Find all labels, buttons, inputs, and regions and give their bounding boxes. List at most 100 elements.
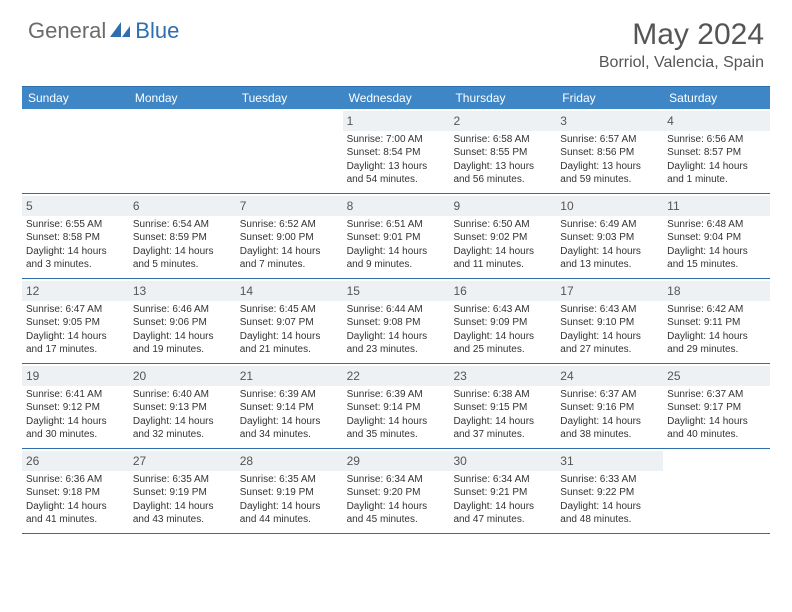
sunset-text: Sunset: 9:09 PM — [453, 316, 552, 330]
sunrise-text: Sunrise: 6:34 AM — [453, 473, 552, 487]
daylight2-text: and 13 minutes. — [560, 258, 659, 272]
sunset-text: Sunset: 8:59 PM — [133, 231, 232, 245]
calendar-cell-empty — [22, 109, 129, 193]
daylight2-text: and 48 minutes. — [560, 513, 659, 527]
sunset-text: Sunset: 9:07 PM — [240, 316, 339, 330]
day-number-bar: 21 — [236, 366, 343, 386]
day-number: 30 — [453, 454, 466, 468]
calendar-week-row: 26Sunrise: 6:36 AMSunset: 9:18 PMDayligh… — [22, 449, 770, 534]
daylight2-text: and 37 minutes. — [453, 428, 552, 442]
daylight1-text: Daylight: 14 hours — [133, 330, 232, 344]
day-number-bar: 23 — [449, 366, 556, 386]
sunset-text: Sunset: 9:18 PM — [26, 486, 125, 500]
day-number: 9 — [453, 199, 460, 213]
sunrise-text: Sunrise: 6:37 AM — [560, 388, 659, 402]
day-number-bar: 4 — [663, 111, 770, 131]
sunset-text: Sunset: 9:19 PM — [133, 486, 232, 500]
daylight2-text: and 43 minutes. — [133, 513, 232, 527]
daylight2-text: and 3 minutes. — [26, 258, 125, 272]
daylight2-text: and 1 minute. — [667, 173, 766, 187]
sunset-text: Sunset: 9:02 PM — [453, 231, 552, 245]
day-number-bar: 15 — [343, 281, 450, 301]
day-number: 1 — [347, 114, 354, 128]
daylight2-text: and 29 minutes. — [667, 343, 766, 357]
calendar-cell: 14 Sunrise: 6:45 AMSunset: 9:07 PMDayligh… — [236, 279, 343, 363]
daylight2-text: and 56 minutes. — [453, 173, 552, 187]
calendar-week-row: 5Sunrise: 6:55 AMSunset: 8:58 PMDaylight… — [22, 194, 770, 279]
day-number-bar: 18 — [663, 281, 770, 301]
sunrise-text: Sunrise: 6:45 AM — [240, 303, 339, 317]
sunset-text: Sunset: 9:20 PM — [347, 486, 446, 500]
calendar-grid: SundayMondayTuesdayWednesdayThursdayFrid… — [22, 86, 770, 534]
weekday-header: Sunday — [22, 87, 129, 109]
sunrise-text: Sunrise: 6:43 AM — [560, 303, 659, 317]
daylight2-text: and 11 minutes. — [453, 258, 552, 272]
sunrise-text: Sunrise: 6:39 AM — [240, 388, 339, 402]
daylight2-text: and 27 minutes. — [560, 343, 659, 357]
daylight1-text: Daylight: 14 hours — [347, 245, 446, 259]
daylight2-text: and 47 minutes. — [453, 513, 552, 527]
sunrise-text: Sunrise: 6:46 AM — [133, 303, 232, 317]
daylight1-text: Daylight: 14 hours — [26, 330, 125, 344]
day-number: 5 — [26, 199, 33, 213]
calendar-cell: 17Sunrise: 6:43 AMSunset: 9:10 PMDayligh… — [556, 279, 663, 363]
daylight2-text: and 59 minutes. — [560, 173, 659, 187]
daylight1-text: Daylight: 14 hours — [240, 245, 339, 259]
sunset-text: Sunset: 9:08 PM — [347, 316, 446, 330]
day-number-bar: 17 — [556, 281, 663, 301]
sunrise-text: Sunrise: 6:48 AM — [667, 218, 766, 232]
day-number: 21 — [240, 369, 253, 383]
day-number-bar: 1 — [343, 111, 450, 131]
daylight1-text: Daylight: 14 hours — [240, 330, 339, 344]
sunrise-text: Sunrise: 6:50 AM — [453, 218, 552, 232]
day-number-bar: 14 — [236, 281, 343, 301]
sunset-text: Sunset: 9:16 PM — [560, 401, 659, 415]
sunset-text: Sunset: 9:05 PM — [26, 316, 125, 330]
sunset-text: Sunset: 9:15 PM — [453, 401, 552, 415]
daylight1-text: Daylight: 14 hours — [560, 245, 659, 259]
day-number: 12 — [26, 284, 39, 298]
daylight1-text: Daylight: 14 hours — [667, 415, 766, 429]
calendar-cell: 20Sunrise: 6:40 AMSunset: 9:13 PMDayligh… — [129, 364, 236, 448]
calendar-cell: 27Sunrise: 6:35 AMSunset: 9:19 PMDayligh… — [129, 449, 236, 533]
brand-logo: General Blue — [28, 18, 179, 44]
location-label: Borriol, Valencia, Spain — [599, 54, 764, 72]
day-number-bar: 10 — [556, 196, 663, 216]
weeks-container: 1Sunrise: 7:00 AMSunset: 8:54 PMDaylight… — [22, 109, 770, 534]
calendar-cell: 30Sunrise: 6:34 AMSunset: 9:21 PMDayligh… — [449, 449, 556, 533]
daylight1-text: Daylight: 13 hours — [453, 160, 552, 174]
calendar-cell: 1Sunrise: 7:00 AMSunset: 8:54 PMDaylight… — [343, 109, 450, 193]
calendar-cell: 9Sunrise: 6:50 AMSunset: 9:02 PMDaylight… — [449, 194, 556, 278]
day-number-bar: 30 — [449, 451, 556, 471]
weekday-header: Tuesday — [236, 87, 343, 109]
day-number: 27 — [133, 454, 146, 468]
day-number-bar: 28 — [236, 451, 343, 471]
sunset-text: Sunset: 9:11 PM — [667, 316, 766, 330]
calendar-cell: 13Sunrise: 6:46 AMSunset: 9:06 PMDayligh… — [129, 279, 236, 363]
daylight2-text: and 45 minutes. — [347, 513, 446, 527]
daylight2-text: and 9 minutes. — [347, 258, 446, 272]
daylight1-text: Daylight: 14 hours — [667, 160, 766, 174]
calendar-cell: 18Sunrise: 6:42 AMSunset: 9:11 PMDayligh… — [663, 279, 770, 363]
calendar-cell-empty — [236, 109, 343, 193]
day-number: 29 — [347, 454, 360, 468]
sunrise-text: Sunrise: 6:38 AM — [453, 388, 552, 402]
sunrise-text: Sunrise: 6:58 AM — [453, 133, 552, 147]
sunrise-text: Sunrise: 6:47 AM — [26, 303, 125, 317]
daylight2-text: and 15 minutes. — [667, 258, 766, 272]
sunset-text: Sunset: 8:56 PM — [560, 146, 659, 160]
sunrise-text: Sunrise: 6:43 AM — [453, 303, 552, 317]
calendar-cell: 2Sunrise: 6:58 AMSunset: 8:55 PMDaylight… — [449, 109, 556, 193]
sunrise-text: Sunrise: 6:40 AM — [133, 388, 232, 402]
sunset-text: Sunset: 9:22 PM — [560, 486, 659, 500]
daylight2-text: and 32 minutes. — [133, 428, 232, 442]
weekday-header: Saturday — [663, 87, 770, 109]
day-number: 6 — [133, 199, 140, 213]
day-number: 16 — [453, 284, 466, 298]
daylight2-text: and 38 minutes. — [560, 428, 659, 442]
daylight1-text: Daylight: 14 hours — [667, 330, 766, 344]
daylight1-text: Daylight: 14 hours — [560, 415, 659, 429]
calendar-cell: 31Sunrise: 6:33 AMSunset: 9:22 PMDayligh… — [556, 449, 663, 533]
daylight1-text: Daylight: 14 hours — [347, 500, 446, 514]
calendar-cell: 23Sunrise: 6:38 AMSunset: 9:15 PMDayligh… — [449, 364, 556, 448]
